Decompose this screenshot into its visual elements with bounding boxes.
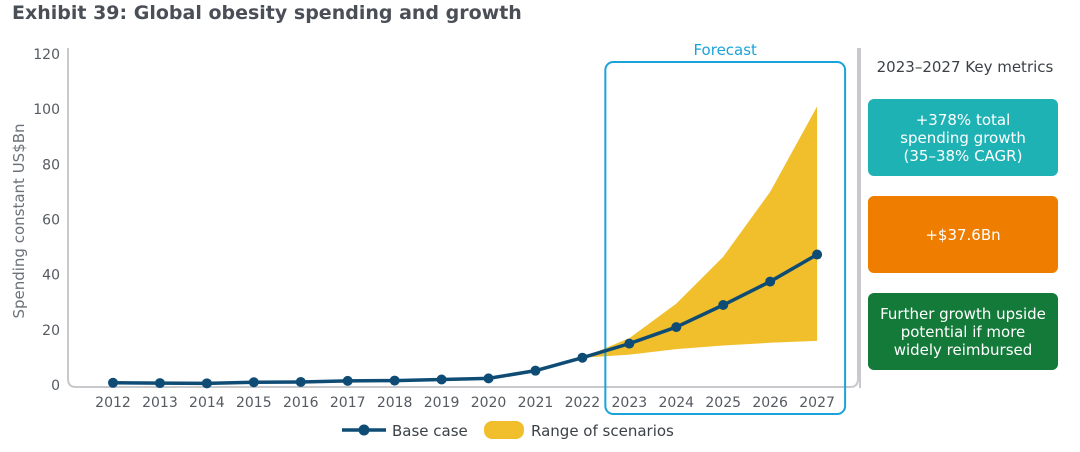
metric-line: potential if more <box>900 322 1026 341</box>
x-tick-label: 2026 <box>752 395 788 411</box>
base-case-point <box>483 373 494 384</box>
base-case-point <box>577 352 588 363</box>
x-tick-label: 2025 <box>705 395 741 411</box>
y-tick-label: 60 <box>42 213 60 229</box>
x-tick-label: 2012 <box>95 395 131 411</box>
base-case-series <box>108 249 823 389</box>
base-case-point <box>624 338 635 349</box>
metric-growth-upside: Further growth upside potential if more … <box>868 293 1058 370</box>
base-case-point <box>765 276 776 287</box>
base-case-point <box>108 377 118 388</box>
y-axis-label: Spending constant US$Bn <box>10 123 28 318</box>
base-case-line <box>112 253 818 386</box>
base-case-point <box>718 300 729 311</box>
y-tick-label: 100 <box>33 102 60 118</box>
legend: Base case Range of scenarios <box>342 421 674 440</box>
base-case-point <box>436 374 447 385</box>
y-tick-label: 0 <box>51 378 60 394</box>
metric-line: Further growth upside <box>880 304 1046 323</box>
y-axis-ticks: 0 20 40 60 80 100 120 <box>33 47 60 394</box>
y-tick-label: 80 <box>42 157 60 173</box>
metric-line: (35–38% CAGR) <box>903 146 1023 165</box>
forecast-box: Forecast <box>604 41 847 415</box>
base-case-point <box>812 249 823 260</box>
metric-line: +378% total <box>915 110 1011 129</box>
base-case-point <box>248 377 259 388</box>
forecast-frame <box>604 61 847 415</box>
x-tick-label: 2013 <box>142 395 178 411</box>
metric-line: +$37.6Bn <box>925 225 1001 244</box>
base-case-point <box>530 365 541 376</box>
base-case-point <box>342 375 353 386</box>
x-tick-label: 2027 <box>799 395 835 411</box>
legend-base-case-marker <box>358 424 370 436</box>
metric-dollar-growth: +$37.6Bn <box>868 196 1058 273</box>
metric-line: spending growth <box>900 128 1026 147</box>
base-case-point <box>201 378 212 389</box>
legend-range-swatch <box>484 421 524 439</box>
x-tick-label: 2020 <box>471 395 507 411</box>
range-of-scenarios-band <box>582 106 818 358</box>
y-tick-label: 20 <box>42 323 60 339</box>
x-tick-label: 2024 <box>658 395 694 411</box>
legend-range-label: Range of scenarios <box>531 422 674 440</box>
range-of-scenarios-area <box>582 106 818 358</box>
x-tick-label: 2022 <box>565 395 601 411</box>
x-tick-label: 2018 <box>377 395 413 411</box>
panel-divider <box>859 48 861 388</box>
key-metrics-title: 2023–2027 Key metrics <box>876 58 1054 76</box>
base-case-point <box>295 376 306 387</box>
x-tick-label: 2021 <box>518 395 554 411</box>
base-case-point <box>671 322 682 333</box>
plot-frame <box>67 48 859 388</box>
base-case-point <box>389 375 400 386</box>
plot-border <box>67 48 859 388</box>
y-tick-label: 120 <box>33 47 60 63</box>
legend-base-case-label: Base case <box>392 422 468 440</box>
x-axis-ticks: 2012 2013 2014 2015 2016 2017 2018 2019 2020 2021… <box>95 395 835 411</box>
metric-spending-growth: +378% total spending growth (35–38% CAGR… <box>868 99 1058 176</box>
x-tick-label: 2017 <box>330 395 366 411</box>
x-tick-label: 2019 <box>424 395 460 411</box>
x-tick-label: 2023 <box>612 395 648 411</box>
y-tick-label: 40 <box>42 268 60 284</box>
x-tick-label: 2016 <box>283 395 319 411</box>
x-tick-label: 2015 <box>236 395 272 411</box>
forecast-label: Forecast <box>693 41 757 59</box>
x-tick-label: 2014 <box>189 395 225 411</box>
base-case-point <box>154 378 165 389</box>
chart-title: Exhibit 39: Global obesity spending and … <box>12 2 522 24</box>
metric-line: widely reimbursed <box>893 340 1033 359</box>
